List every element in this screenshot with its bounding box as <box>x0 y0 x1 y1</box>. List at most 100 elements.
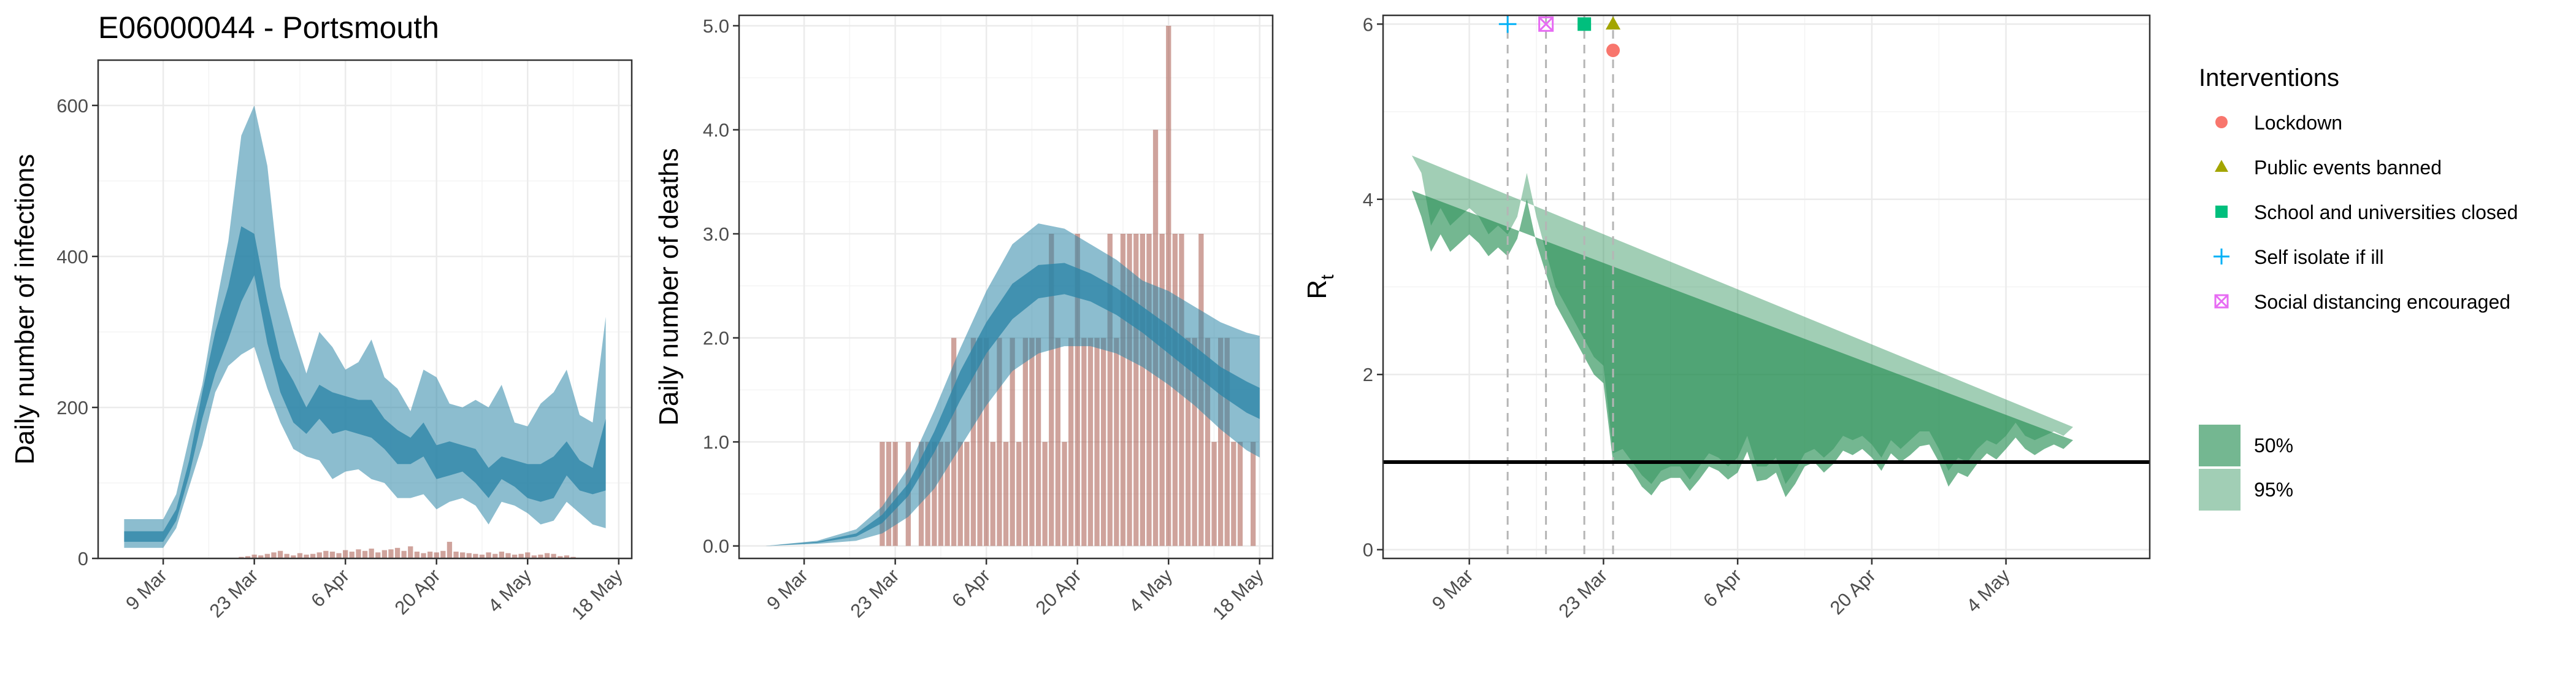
legend-marker-plus <box>2214 249 2229 264</box>
panel-0-bar <box>284 554 289 558</box>
y-axis-title: Daily number of infections <box>10 154 40 465</box>
x-tick-label: 6 Apr <box>307 565 353 611</box>
rt-subscript: t <box>1317 274 1338 280</box>
panel-0-bar <box>538 554 543 558</box>
y-tick-label: 5.0 <box>703 15 729 37</box>
x-tick-label: 23 Mar <box>846 565 903 622</box>
panel-0-bar <box>271 552 277 558</box>
panel-0-bar <box>375 552 381 558</box>
panel-1-bar <box>1251 442 1256 546</box>
panel-1-bar <box>1016 442 1022 546</box>
panel-0-bar <box>381 550 387 558</box>
panel-0-bar <box>499 551 504 558</box>
panel-1-bar <box>1211 442 1217 546</box>
figure-title: E06000044 - Portsmouth <box>98 10 439 45</box>
x-tick-label: 6 Apr <box>948 565 994 611</box>
panel-1-bar <box>1049 234 1054 546</box>
legend-item-label: Social distancing encouraged <box>2254 291 2510 313</box>
panel-0-bar <box>349 551 355 558</box>
panel-1-bar <box>1068 338 1074 546</box>
panel-1-bar <box>1120 234 1126 546</box>
legend-item-label: Lockdown <box>2254 112 2342 134</box>
panel-0-bar <box>518 554 524 558</box>
panel-1-bar <box>1127 234 1132 546</box>
panel-0-bar <box>251 554 257 558</box>
panel-1-bar <box>1094 338 1100 546</box>
panel-0-bar <box>453 551 459 558</box>
panel-1-bar <box>1218 338 1224 546</box>
panel-1-bar <box>1075 234 1080 546</box>
panel-0-bar <box>434 552 439 558</box>
panel-1-bar <box>1133 234 1139 546</box>
panel-1-bar <box>964 442 970 546</box>
panel-0-bar <box>473 554 478 558</box>
x-tick-label: 20 Apr <box>391 565 445 619</box>
panel-0-bar <box>245 556 251 558</box>
panel-1-bar <box>932 442 937 546</box>
panel-0-bar <box>493 554 498 558</box>
y-tick-label: 600 <box>56 95 88 117</box>
panel-1-bar <box>970 338 976 546</box>
legend-item-label: School and universities closed <box>2254 201 2518 223</box>
panel-1-bar <box>1114 338 1119 546</box>
panel-2-band-50 <box>1411 190 2073 498</box>
panel-0-bar <box>486 552 491 558</box>
panel-0-border <box>97 59 633 560</box>
panel-1-bar <box>1185 338 1191 546</box>
panel-0-bar <box>362 550 368 558</box>
intervention-marker-plus <box>1498 15 1517 33</box>
legend-item-label: Public events banned <box>2254 156 2442 179</box>
legend-title: Interventions <box>2199 64 2339 91</box>
panel-1-bar <box>1107 234 1113 546</box>
panel-1-bar <box>1237 442 1243 546</box>
panel-1-bar <box>997 338 1002 546</box>
x-tick-label: 9 Mar <box>1428 565 1478 614</box>
x-tick-label: 23 Mar <box>205 565 263 622</box>
panel-1-bar <box>1140 234 1145 546</box>
diag-2 <box>2214 294 2229 309</box>
panel-0-bar <box>544 553 550 558</box>
panel-0-bar <box>401 550 407 558</box>
panel-0-bar <box>356 549 361 558</box>
panel-0-bar <box>525 552 531 558</box>
panel-1-bar <box>990 442 995 546</box>
panel-1-bar <box>1003 442 1009 546</box>
panel-0-bar <box>323 550 329 558</box>
panel-0-bar <box>531 555 537 558</box>
panel-0-bar <box>440 550 446 558</box>
y-tick-label: 0 <box>1363 539 1373 561</box>
y-tick-label: 400 <box>56 246 88 268</box>
y-tick-label: 2 <box>1363 364 1373 385</box>
intervention-marker-boxcross <box>1538 16 1554 32</box>
intervention-marker-square <box>1577 17 1592 31</box>
x-tick-label: 6 Apr <box>1699 565 1746 611</box>
panel-0-bar <box>460 552 466 558</box>
panel-0-bar <box>394 547 401 558</box>
legend-marker-circle <box>2215 116 2228 128</box>
y-axis-title: Daily number of deaths <box>654 148 684 425</box>
x-tick-label: 4 May <box>484 565 536 617</box>
panel-1-bar <box>1087 338 1094 546</box>
panel-1-bar <box>1055 338 1060 546</box>
panel-0-bar <box>297 553 303 558</box>
panel-0-bar <box>329 551 335 558</box>
box <box>1538 16 1554 32</box>
panel-1-bar <box>880 442 885 546</box>
panel-1-bar <box>1062 442 1067 546</box>
y-tick-label: 0.0 <box>703 536 729 557</box>
panel-1-bar <box>1035 338 1041 546</box>
panel-1-bar <box>1022 338 1028 546</box>
legend-ci-label: 95% <box>2254 479 2293 501</box>
panel-1-bar <box>1205 338 1211 546</box>
x-tick-label: 9 Mar <box>121 565 171 614</box>
legend-item-label: Self isolate if ill <box>2254 246 2384 268</box>
panel-0-bar <box>551 554 556 558</box>
y-tick-label: 4.0 <box>703 119 729 141</box>
panel-0-bar <box>414 551 420 558</box>
panel-0-bar <box>512 554 518 558</box>
y-tick-label: 0 <box>78 548 88 569</box>
panel-0-bar <box>564 555 570 558</box>
intervention-marker-triangle <box>1605 16 1621 30</box>
y-tick-label: 6 <box>1363 14 1373 35</box>
